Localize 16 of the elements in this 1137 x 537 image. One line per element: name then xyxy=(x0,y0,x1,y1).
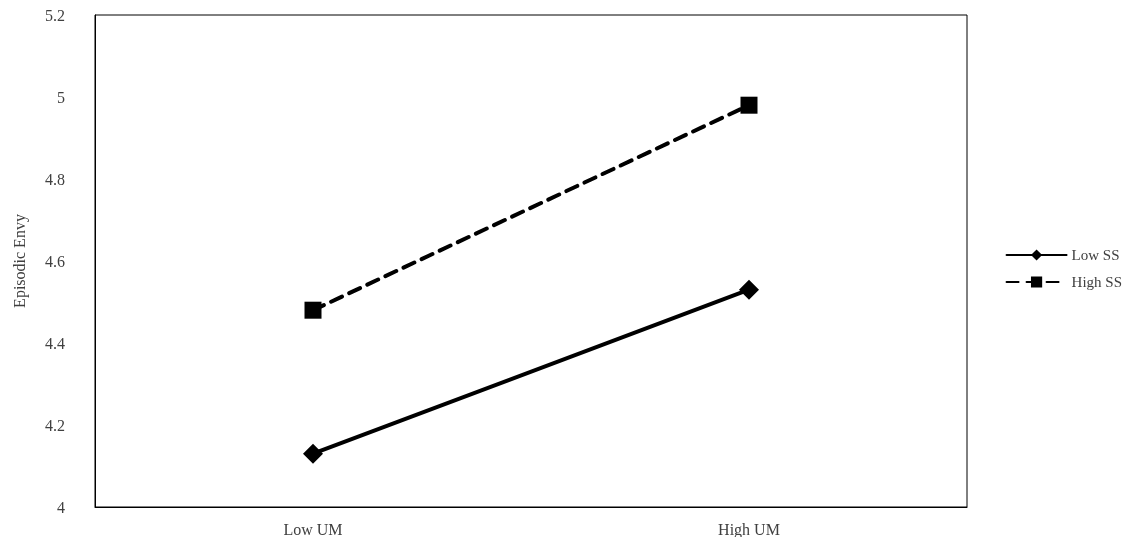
x-tick-label: Low UM xyxy=(283,520,343,537)
point xyxy=(740,96,758,114)
y-tick-label: 5.2 xyxy=(45,6,65,24)
legend-label: Low SS xyxy=(1071,247,1120,263)
x-tick-label: High UM xyxy=(718,520,780,537)
y-tick-label: 4.8 xyxy=(45,170,65,188)
y-tick-label: 4.6 xyxy=(45,252,65,270)
y-tick-label: 4.2 xyxy=(45,416,65,434)
point xyxy=(304,301,322,319)
point xyxy=(739,279,759,300)
legend-label: High SS xyxy=(1071,274,1122,290)
y-tick-label: 5 xyxy=(57,88,65,106)
y-tick-label: 4 xyxy=(57,498,65,516)
y-axis-title: Episodic Envy xyxy=(10,214,29,308)
y-tick-label: 4.4 xyxy=(45,334,65,352)
point xyxy=(303,443,323,464)
